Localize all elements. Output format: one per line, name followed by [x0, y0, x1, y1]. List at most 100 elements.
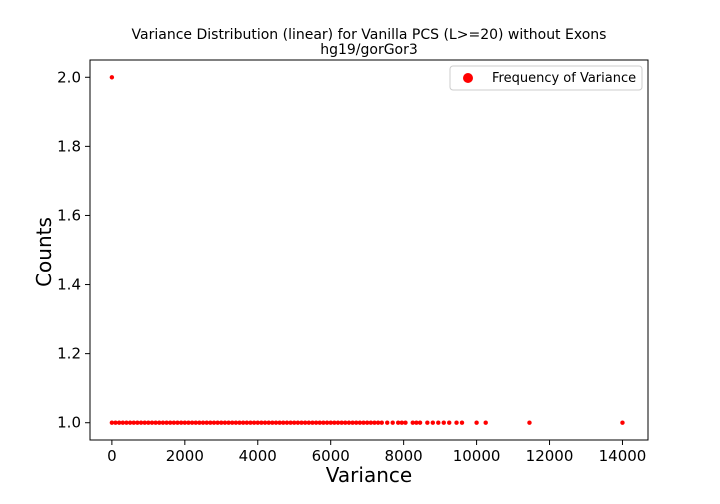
- data-point: [379, 420, 384, 425]
- data-point: [182, 420, 188, 425]
- data-point: [281, 420, 286, 425]
- x-tick-label: 6000: [312, 447, 350, 465]
- data-point: [414, 420, 419, 425]
- data-point: [211, 420, 217, 425]
- data-point: [240, 420, 246, 425]
- data-point: [171, 420, 177, 425]
- data-point: [395, 420, 401, 425]
- data-point: [193, 420, 198, 425]
- data-point: [186, 420, 191, 425]
- data-point: [302, 420, 308, 425]
- data-point: [109, 75, 115, 80]
- x-axis-label: Variance: [326, 463, 412, 487]
- data-point: [454, 420, 459, 425]
- data-point: [149, 420, 155, 425]
- data-point: [459, 420, 465, 425]
- data-point: [299, 420, 304, 425]
- data-point: [142, 420, 147, 425]
- data-point: [255, 420, 260, 425]
- legend[interactable]: Frequency of Variance: [449, 65, 643, 91]
- plot-area: [89, 59, 649, 441]
- data-point: [109, 420, 115, 425]
- data-point: [262, 420, 268, 425]
- y-tick-label: 2.0: [57, 68, 81, 86]
- data-point: [410, 420, 415, 425]
- y-tick-label: 1.2: [57, 345, 81, 363]
- data-point: [153, 420, 158, 425]
- data-point: [116, 420, 122, 425]
- data-point: [350, 420, 355, 425]
- data-point: [390, 420, 395, 425]
- data-point: [233, 420, 239, 425]
- data-point: [113, 420, 118, 425]
- data-point: [230, 420, 235, 425]
- data-point: [120, 420, 126, 425]
- data-point: [385, 420, 390, 425]
- legend-frame: [449, 65, 643, 91]
- data-point: [127, 420, 133, 425]
- data-point: [368, 420, 374, 425]
- data-point: [277, 420, 282, 425]
- data-point: [321, 420, 326, 425]
- x-tick-label: 0: [107, 447, 117, 465]
- data-point: [157, 420, 162, 425]
- data-point: [364, 420, 370, 425]
- data-point: [436, 420, 441, 425]
- data-point: [222, 420, 228, 425]
- chart-title: Variance Distribution (linear) for Vanil…: [132, 27, 607, 43]
- data-point: [226, 420, 231, 425]
- data-point: [399, 420, 405, 425]
- data-point: [266, 420, 271, 425]
- y-axis: 1.0 1.2 1.4 1.6 1.8 2.0: [57, 68, 90, 432]
- data-point: [251, 420, 257, 425]
- data-point: [332, 420, 337, 425]
- data-point: [328, 420, 333, 425]
- data-point: [292, 420, 297, 425]
- data-point: [215, 420, 220, 425]
- data-point: [339, 420, 344, 425]
- data-point: [527, 420, 532, 425]
- data-point: [197, 420, 202, 425]
- data-point: [204, 420, 209, 425]
- data-point: [164, 420, 169, 425]
- data-point: [620, 420, 625, 425]
- x-tick-label: 10000: [453, 447, 501, 465]
- data-point: [306, 420, 312, 425]
- data-point: [189, 420, 195, 425]
- data-point: [131, 420, 136, 425]
- data-point: [354, 420, 359, 425]
- data-point: [425, 420, 430, 425]
- data-point: [361, 420, 366, 425]
- data-point: [417, 420, 423, 425]
- data-point: [175, 420, 180, 425]
- data-point: [168, 420, 173, 425]
- data-point: [447, 420, 452, 425]
- x-tick-label: 14000: [599, 447, 647, 465]
- data-point: [310, 420, 315, 425]
- y-tick-label: 1.6: [57, 206, 81, 224]
- data-point: [474, 420, 479, 425]
- data-point: [430, 420, 436, 425]
- data-point: [219, 420, 224, 425]
- chart-subtitle: hg19/gorGor3: [320, 42, 418, 58]
- data-point: [146, 420, 151, 425]
- scatter-points: [109, 75, 625, 425]
- data-point: [403, 420, 408, 425]
- legend-label: Frequency of Variance: [492, 71, 636, 86]
- data-point: [375, 420, 381, 425]
- data-point: [313, 420, 319, 425]
- data-point: [200, 420, 206, 425]
- data-point: [208, 420, 213, 425]
- legend-marker: [463, 73, 473, 83]
- x-tick-label: 8000: [385, 447, 423, 465]
- data-point: [270, 420, 275, 425]
- data-point: [343, 420, 348, 425]
- y-axis-label: Counts: [32, 217, 56, 287]
- y-tick-label: 1.0: [57, 414, 81, 432]
- data-point: [284, 420, 290, 425]
- data-point: [288, 420, 293, 425]
- data-point: [295, 420, 301, 425]
- data-point: [259, 420, 264, 425]
- y-tick-label: 1.8: [57, 137, 81, 155]
